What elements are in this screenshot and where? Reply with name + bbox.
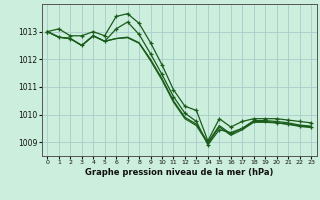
- X-axis label: Graphe pression niveau de la mer (hPa): Graphe pression niveau de la mer (hPa): [85, 168, 273, 177]
